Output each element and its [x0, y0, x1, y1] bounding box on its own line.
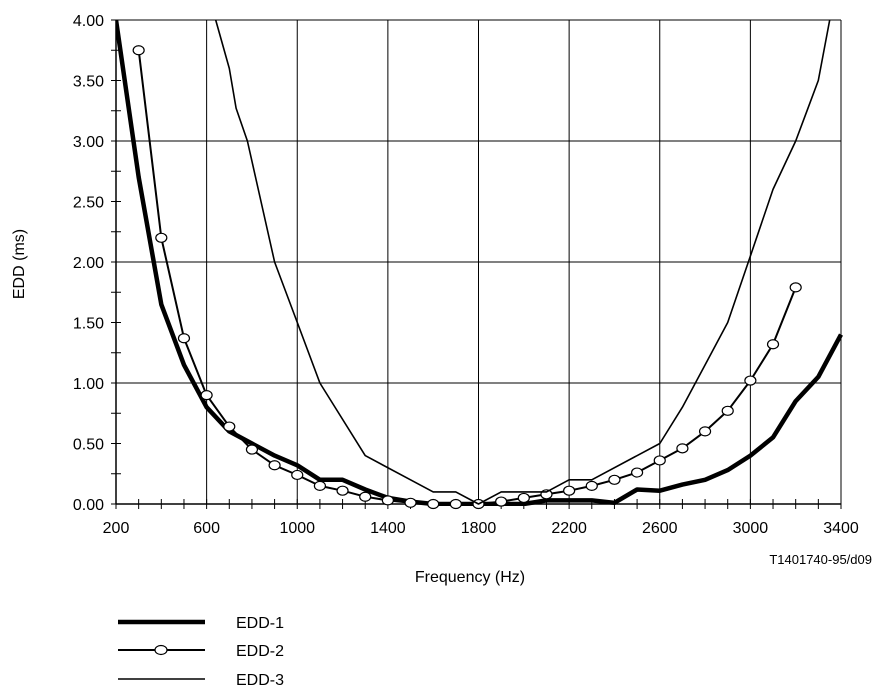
x-tick-labels: 200 600 1000 1400 1800 2200 2600 3000 3400 [103, 520, 859, 537]
legend: EDD-1 EDD-2 EDD-3 [118, 615, 284, 689]
figure-id: T1401740-95/d09 [769, 552, 872, 567]
y-axis-title: EDD (ms) [11, 229, 28, 299]
data-point-edd-2 [744, 375, 757, 386]
data-point-edd-2 [404, 497, 417, 508]
data-point-edd-2 [381, 495, 394, 506]
data-point-edd-2 [789, 282, 802, 293]
data-point-edd-2 [200, 390, 213, 401]
data-point-edd-2 [223, 421, 236, 432]
data-point-edd-2 [359, 491, 372, 502]
data-point-edd-2 [336, 485, 349, 496]
data-point-edd-2 [766, 339, 780, 350]
data-point-edd-2 [676, 443, 689, 454]
x-tick-label: 3000 [733, 520, 769, 537]
series-line-edd-3 [214, 19, 831, 505]
grid [116, 19, 842, 504]
x-axis-title: Frequency (Hz) [415, 569, 525, 586]
data-point-edd-2 [698, 426, 712, 437]
data-point-edd-2 [608, 474, 621, 485]
data-point-edd-2 [427, 498, 440, 510]
x-tick-label: 3400 [823, 520, 859, 537]
y-tick-label: 1.00 [73, 376, 104, 393]
y-tick-label: 4.00 [73, 13, 104, 30]
y-tick-label: 0.50 [73, 437, 104, 454]
x-tick-label: 2600 [642, 520, 678, 537]
y-tick-label: 1.50 [73, 316, 104, 333]
data-point-edd-2 [291, 469, 304, 481]
legend-label-edd-3: EDD-3 [236, 672, 284, 689]
data-point-edd-2 [155, 232, 168, 243]
x-tick-label: 200 [103, 520, 130, 537]
y-tick-label: 3.00 [73, 134, 104, 151]
data-point-edd-2 [721, 405, 734, 416]
data-point-edd-2 [177, 333, 191, 344]
y-tick-label: 0.00 [73, 497, 104, 514]
y-tick-labels: 0.00 0.50 1.00 1.50 2.00 2.50 3.00 3.50 4.00 [73, 13, 104, 514]
data-point-edd-2 [449, 498, 462, 510]
data-point-edd-2 [132, 45, 145, 56]
data-point-edd-2 [268, 460, 281, 471]
data-point-edd-2 [245, 444, 259, 455]
y-tick-label: 2.00 [73, 255, 104, 272]
data-point-edd-2 [313, 480, 327, 491]
x-tick-label: 2200 [551, 520, 587, 537]
x-tick-label: 1000 [279, 520, 315, 537]
data-point-edd-2 [630, 467, 644, 478]
axes [111, 19, 842, 509]
legend-marker [154, 644, 168, 656]
legend-label-edd-2: EDD-2 [236, 643, 284, 660]
series-line-edd-2 [137, 50, 797, 505]
data-point-edd-2 [495, 496, 508, 507]
y-tick-label: 3.50 [73, 74, 104, 91]
y-tick-label: 2.50 [73, 195, 104, 212]
legend-label-edd-1: EDD-1 [236, 615, 284, 632]
data-point-edd-2 [653, 455, 666, 466]
x-tick-label: 1800 [461, 520, 497, 537]
data-point-edd-2 [563, 485, 576, 496]
x-tick-label: 600 [193, 520, 220, 537]
series-layer [116, 19, 843, 510]
x-tick-label: 1400 [370, 520, 406, 537]
data-point-edd-2 [517, 492, 530, 504]
data-point-edd-2 [585, 480, 598, 491]
